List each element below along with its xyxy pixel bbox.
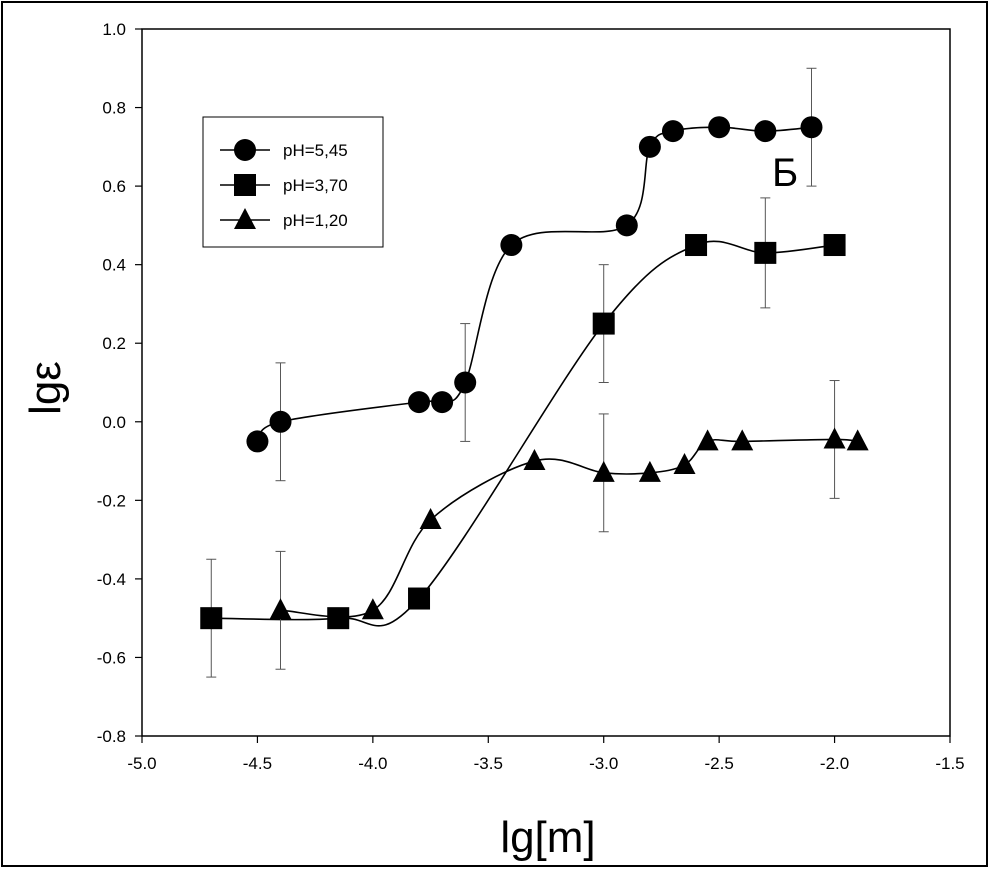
x-tick-label: -2.0 — [820, 754, 849, 773]
data-point — [200, 607, 223, 630]
data-point — [246, 430, 269, 453]
x-axis-title: lg[m] — [500, 813, 595, 862]
x-tick-label: -2.5 — [704, 754, 733, 773]
y-tick-label: -0.8 — [97, 727, 126, 746]
data-point — [708, 116, 731, 139]
data-point — [408, 587, 431, 610]
legend-marker — [234, 208, 256, 229]
data-point — [846, 429, 869, 451]
x-tick-label: -4.0 — [358, 754, 387, 773]
legend-marker — [234, 139, 256, 161]
data-point — [661, 120, 684, 143]
data-point — [408, 391, 431, 414]
panel-label: Б — [772, 151, 798, 195]
y-tick-label: 0.2 — [102, 334, 126, 353]
series-line — [280, 438, 858, 618]
y-tick-label: -0.6 — [97, 648, 126, 667]
legend-label: pH=3,70 — [283, 176, 348, 195]
data-point — [500, 234, 523, 257]
y-tick-label: 0.6 — [102, 177, 126, 196]
data-point — [638, 135, 661, 158]
y-tick-label: 0.0 — [102, 413, 126, 432]
data-point — [327, 607, 350, 630]
series-circle — [246, 67, 823, 482]
data-point — [269, 598, 292, 620]
y-axis-title: lgε — [21, 361, 70, 415]
x-tick-label: -1.5 — [935, 754, 964, 773]
y-tick-label: 0.8 — [102, 99, 126, 118]
data-point — [696, 429, 719, 451]
data-point — [269, 410, 292, 433]
series-triangle — [269, 380, 869, 670]
data-point — [754, 120, 777, 143]
data-point — [431, 391, 454, 414]
legend-box — [202, 116, 384, 248]
y-tick-label: -0.4 — [97, 570, 126, 589]
x-tick-label: -3.5 — [474, 754, 503, 773]
series-square — [200, 197, 846, 678]
data-point — [823, 427, 846, 449]
data-point — [685, 234, 708, 257]
y-tick-label: -0.2 — [97, 491, 126, 510]
legend-label: pH=5,45 — [283, 141, 348, 160]
y-tick-label: 0.4 — [102, 256, 126, 275]
legend-label: pH=1,20 — [283, 211, 348, 230]
legend: pH=5,45 pH=3,70 pH=1,20 — [202, 116, 384, 248]
data-point — [731, 429, 754, 451]
data-point — [592, 460, 615, 482]
data-point — [454, 371, 477, 394]
data-point — [615, 214, 638, 237]
data-point — [823, 234, 846, 257]
data-point — [523, 449, 546, 471]
data-point — [592, 312, 615, 335]
data-point — [638, 460, 661, 482]
y-tick-label: 1.0 — [102, 20, 126, 39]
data-point — [673, 452, 696, 474]
data-point — [800, 116, 823, 139]
plot-area — [141, 28, 951, 737]
x-tick-label: -3.0 — [589, 754, 618, 773]
x-tick-label: -4.5 — [243, 754, 272, 773]
data-point — [361, 598, 384, 620]
legend-marker — [234, 174, 256, 196]
data-point — [754, 241, 777, 264]
x-tick-label: -5.0 — [127, 754, 156, 773]
data-point — [419, 507, 442, 529]
